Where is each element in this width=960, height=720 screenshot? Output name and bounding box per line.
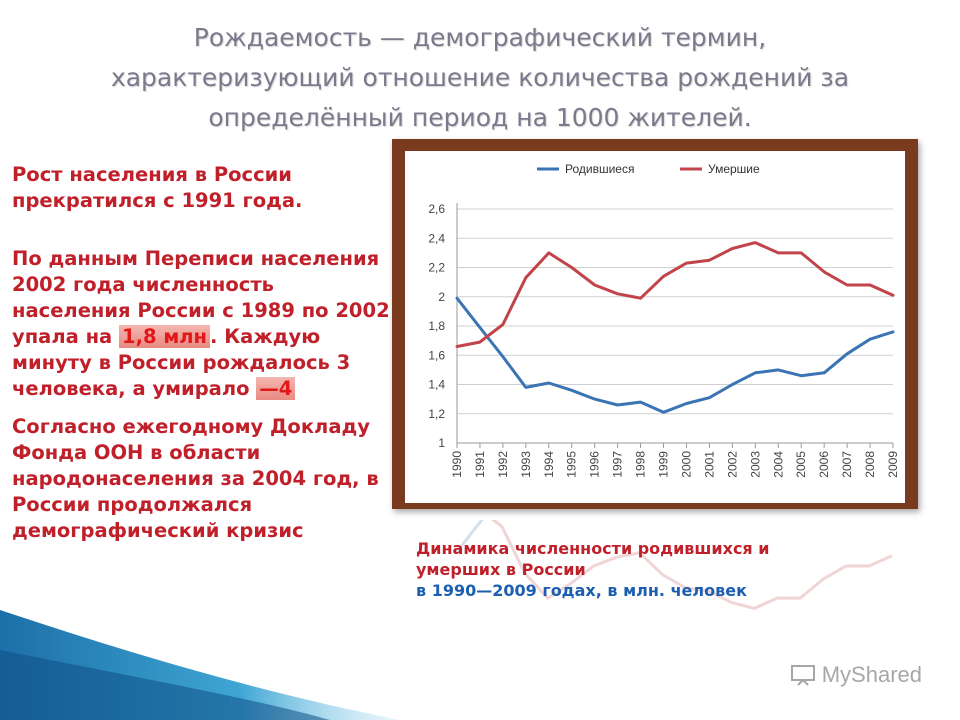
x-tick-label: 1990	[450, 451, 464, 478]
chart-frame: 2,6 2,4 2,2 2 1,8 1,6 1,4 1,2 1 1990 1991 1992 1993 1…	[392, 139, 918, 509]
x-tick-label: 1994	[542, 451, 556, 478]
y-tick-label: 2,6	[428, 202, 445, 216]
slide-title: Рождаемость — демографический термин, ха…	[30, 18, 930, 138]
legend-label-1: Родившиеся	[565, 162, 634, 176]
x-tick-label: 2008	[863, 451, 877, 478]
x-tick-label: 1995	[565, 451, 579, 478]
x-tick-label: 1999	[657, 451, 671, 478]
y-tick-label: 1,6	[428, 348, 445, 362]
legend-label-2: Умершие	[708, 162, 760, 176]
paragraph-1: Рост населения в России прекратился с 19…	[12, 163, 303, 212]
paragraph-2: По данным Переписи населения 2002 года ч…	[12, 246, 397, 402]
x-tick-label: 2007	[840, 451, 854, 478]
x-tick-label: 2002	[725, 451, 739, 478]
title-line-3: определённый период на 1000 жителей.	[208, 103, 752, 132]
caption-title: Динамика численности родившихся и умерши…	[416, 539, 770, 579]
series-line-1	[455, 296, 895, 414]
x-tick-label: 2000	[679, 451, 693, 478]
chart-reflection	[404, 520, 904, 700]
x-tick-label: 2001	[702, 451, 716, 478]
title-line-2: характеризующий отношение количества рож…	[110, 63, 850, 92]
series-line-2	[455, 241, 895, 348]
y-tick-label: 1	[438, 436, 445, 450]
x-tick-label: 1993	[519, 451, 533, 478]
x-tick-label: 2009	[886, 451, 900, 478]
x-tick-label: 2006	[817, 451, 831, 478]
chart-caption: Динамика численности родившихся и умерши…	[416, 538, 856, 601]
y-tick-label: 1,2	[428, 407, 445, 421]
line-chart-reflection	[454, 520, 893, 610]
x-tick-label: 1998	[634, 451, 648, 478]
y-tick-label: 2	[438, 290, 445, 304]
x-tick-label: 2005	[794, 451, 808, 478]
chart-container: 2,6 2,4 2,2 2 1,8 1,6 1,4 1,2 1 1990 1991 1992 1993 1…	[405, 151, 905, 503]
decorative-wave	[0, 610, 400, 720]
highlight-population-drop: 1,8 млн	[119, 325, 211, 348]
y-tick-label: 1,8	[428, 319, 445, 333]
presentation-icon	[790, 665, 815, 686]
x-tick-label: 1992	[496, 451, 510, 478]
y-tick-label: 2,2	[428, 261, 445, 275]
paragraph-2-middle: . Каждую минуту в России рождалось 3 чел…	[12, 325, 351, 400]
y-tick-label: 1,4	[428, 378, 445, 392]
x-tick-label: 1997	[611, 451, 625, 478]
x-tick-label: 2004	[771, 451, 785, 478]
watermark: MyShared	[790, 662, 922, 688]
caption-subtitle: в 1990—2009 годах, в млн. человек	[416, 581, 747, 600]
watermark-text: MyShared	[821, 662, 922, 687]
highlight-deaths-per-minute: —4	[256, 377, 296, 400]
x-tick-label: 2003	[748, 451, 762, 478]
title-line-1: Рождаемость — демографический термин,	[193, 23, 767, 52]
paragraph-2-start: По данным Переписи населения 2002 года ч…	[12, 247, 390, 348]
line-chart: 2,6 2,4 2,2 2 1,8 1,6 1,4 1,2 1 1990 1991 1992 1993 1…	[428, 162, 900, 478]
left-text-block: Рост населения в России прекратился с 19…	[12, 162, 397, 544]
reflection-line-2	[455, 520, 893, 610]
x-tick-label: 1996	[588, 451, 602, 478]
paragraph-3: Согласно ежегодному Докладу Фонда ООН в …	[12, 415, 379, 542]
x-tick-label: 1991	[473, 451, 487, 478]
y-tick-label: 2,4	[428, 231, 445, 245]
